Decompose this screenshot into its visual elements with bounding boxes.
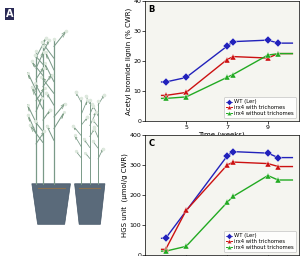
Legend: WT (Ler), irx4 with trichomes, irx4 without trichomes: WT (Ler), irx4 with trichomes, irx4 with…: [224, 231, 296, 252]
Y-axis label: Acetyl bromide lignin (% CWR): Acetyl bromide lignin (% CWR): [125, 7, 132, 115]
Text: C: C: [148, 139, 154, 148]
Legend: WT (Ler), irx4 with trichomes, irx4 without trichomes: WT (Ler), irx4 with trichomes, irx4 with…: [224, 97, 296, 118]
Polygon shape: [75, 184, 105, 224]
X-axis label: Time (weeks): Time (weeks): [199, 131, 245, 138]
Polygon shape: [32, 184, 70, 224]
Text: A: A: [6, 9, 13, 19]
Y-axis label: HGS unit  (μmol/g CWR): HGS unit (μmol/g CWR): [122, 153, 128, 237]
Text: B: B: [148, 5, 155, 14]
